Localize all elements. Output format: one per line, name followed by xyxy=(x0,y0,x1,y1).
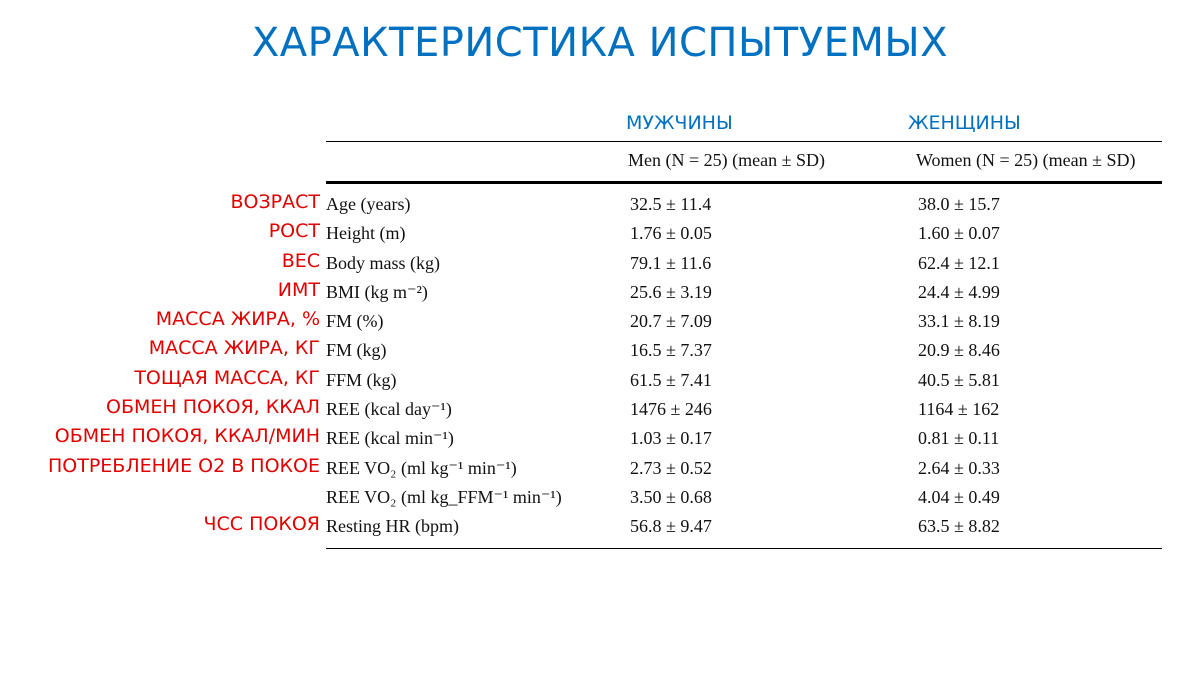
men-value: 32.5 ± 11.4 xyxy=(630,194,712,214)
women-column-header: Women (N = 25) (mean ± SD) xyxy=(916,150,1136,170)
men-value: 1.03 ± 0.17 xyxy=(630,428,712,449)
row-en-label: BMI (kg m⁻²) xyxy=(326,281,428,302)
row-en-label: Age (years) xyxy=(326,194,411,214)
women-value: 63.5 ± 8.82 xyxy=(918,516,1000,537)
women-value: 4.04 ± 0.49 xyxy=(918,486,1000,507)
row-ru-label: РОСТ xyxy=(268,220,320,243)
row-ru-label: ВЕС xyxy=(281,249,320,272)
men-value: 1476 ± 246 xyxy=(630,399,712,420)
row-ru-label: МАССА ЖИРА, КГ xyxy=(148,337,320,360)
table-top-rule xyxy=(326,141,1162,142)
row-ru-label: ТОЩАЯ МАССА, КГ xyxy=(134,366,320,389)
men-value: 16.5 ± 7.37 xyxy=(630,340,712,361)
row-en-label: FFM (kg) xyxy=(326,369,397,390)
row-ru-label: ЧСС ПОКОЯ xyxy=(203,513,321,536)
table-row: МАССА ЖИРА, КГ FM (kg) 16.5 ± 7.37 20.9 … xyxy=(0,337,1200,366)
women-value: 38.0 ± 15.7 xyxy=(918,194,1000,214)
men-value: 61.5 ± 7.41 xyxy=(630,369,712,390)
row-ru-label: МАССА ЖИРА, % xyxy=(155,308,320,331)
women-value: 20.9 ± 8.46 xyxy=(918,340,1000,361)
row-en-label: FM (kg) xyxy=(326,340,387,361)
men-value: 79.1 ± 11.6 xyxy=(630,252,712,273)
men-value: 2.73 ± 0.52 xyxy=(630,457,712,478)
men-value: 1.76 ± 0.05 xyxy=(630,223,712,244)
women-value: 40.5 ± 5.81 xyxy=(918,369,1000,390)
table-row: REE VO₂ (ml kg_FFM⁻¹ min⁻¹) 3.50 ± 0.68 … xyxy=(0,484,1200,513)
row-en-label: REE VO₂ (ml kg_FFM⁻¹ min⁻¹) xyxy=(326,486,562,507)
row-ru-label: ОБМЕН ПОКОЯ, ККАЛ xyxy=(106,396,320,419)
women-value: 2.64 ± 0.33 xyxy=(918,457,1000,478)
women-value: 33.1 ± 8.19 xyxy=(918,311,1000,332)
row-ru-label: ПОТРЕБЛЕНИЕ О2 В ПОКОЕ xyxy=(47,454,320,477)
women-value: 1.60 ± 0.07 xyxy=(918,223,1000,244)
row-ru-label: ВОЗРАСТ xyxy=(230,191,321,213)
women-value: 1164 ± 162 xyxy=(918,399,1000,420)
row-en-label: REE (kcal min⁻¹) xyxy=(326,428,454,449)
table-row: ОБМЕН ПОКОЯ, ККАЛ/МИН REE (kcal min⁻¹) 1… xyxy=(0,425,1200,454)
table-row: МАССА ЖИРА, % FM (%) 20.7 ± 7.09 33.1 ± … xyxy=(0,308,1200,337)
table-row: ВОЗРАСТ Age (years) 32.5 ± 11.4 38.0 ± 1… xyxy=(0,191,1200,220)
row-en-label: Height (m) xyxy=(326,223,406,244)
table-row: РОСТ Height (m) 1.76 ± 0.05 1.60 ± 0.07 xyxy=(0,220,1200,249)
table-bottom-rule xyxy=(326,548,1162,549)
row-en-label: REE VO₂ (ml kg⁻¹ min⁻¹) xyxy=(326,457,517,478)
women-column-ru-label: ЖЕНЩИНЫ xyxy=(908,112,1021,134)
men-value: 56.8 ± 9.47 xyxy=(630,516,712,537)
men-value: 20.7 ± 7.09 xyxy=(630,311,712,332)
table-header-rule xyxy=(326,181,1162,184)
women-value: 62.4 ± 12.1 xyxy=(918,252,1000,273)
table-row: ПОТРЕБЛЕНИЕ О2 В ПОКОЕ REE VO₂ (ml kg⁻¹ … xyxy=(0,455,1200,484)
row-en-label: FM (%) xyxy=(326,311,384,332)
table-body: ВОЗРАСТ Age (years) 32.5 ± 11.4 38.0 ± 1… xyxy=(0,191,1200,543)
men-column-ru-label: МУЖЧИНЫ xyxy=(626,112,733,134)
table-row: ЧСС ПОКОЯ Resting HR (bpm) 56.8 ± 9.47 6… xyxy=(0,513,1200,542)
table-row: ИМТ BMI (kg m⁻²) 25.6 ± 3.19 24.4 ± 4.99 xyxy=(0,279,1200,308)
women-value: 24.4 ± 4.99 xyxy=(918,281,1000,302)
row-en-label: Resting HR (bpm) xyxy=(326,516,459,537)
men-column-header: Men (N = 25) (mean ± SD) xyxy=(628,150,825,170)
row-ru-label: ОБМЕН ПОКОЯ, ККАЛ/МИН xyxy=(54,425,320,448)
row-ru-label: ИМТ xyxy=(277,278,320,301)
table-row: ОБМЕН ПОКОЯ, ККАЛ REE (kcal day⁻¹) 1476 … xyxy=(0,396,1200,425)
page-title: ХАРАКТЕРИСТИКА ИСПЫТУЕМЫХ xyxy=(251,20,949,66)
men-value: 25.6 ± 3.19 xyxy=(630,281,712,302)
table-row: ВЕС Body mass (kg) 79.1 ± 11.6 62.4 ± 12… xyxy=(0,250,1200,279)
row-en-label: REE (kcal day⁻¹) xyxy=(326,399,452,420)
table-row: ТОЩАЯ МАССА, КГ FFM (kg) 61.5 ± 7.41 40.… xyxy=(0,367,1200,396)
men-value: 3.50 ± 0.68 xyxy=(630,486,712,507)
women-value: 0.81 ± 0.11 xyxy=(918,428,1000,449)
row-en-label: Body mass (kg) xyxy=(326,252,440,273)
